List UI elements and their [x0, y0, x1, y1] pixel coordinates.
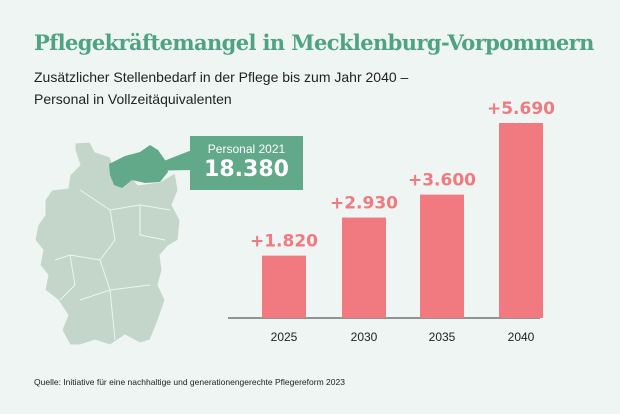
mecklenburg-vorpommern	[109, 145, 168, 188]
data-label: +3.600	[408, 171, 476, 191]
subtitle-line-2: Personal in Vollzeitäquivalenten	[34, 91, 232, 107]
callout-value: 18.380	[204, 157, 289, 182]
germany-map	[34, 141, 192, 346]
personal-2021-callout: Personal 2021 18.380	[190, 136, 303, 190]
data-label: +2.930	[330, 194, 398, 214]
bar-2030	[342, 217, 386, 318]
callout-pointer	[138, 150, 192, 171]
x-tick-label: 2040	[508, 330, 535, 344]
x-tick-label: 2030	[351, 330, 378, 344]
bar-2040	[499, 123, 543, 318]
callout-label: Personal 2021	[207, 142, 286, 156]
chart-subtitle: Zusätzlicher Stellenbedarf in der Pflege…	[34, 66, 408, 110]
bar-2035	[420, 194, 464, 318]
x-tick-label: 2035	[429, 330, 456, 344]
chart-title: Pflegekräftemangel in Mecklenburg-Vorpom…	[34, 30, 594, 55]
data-label: +5.690	[487, 99, 555, 119]
subtitle-line-1: Zusätzlicher Stellenbedarf in der Pflege…	[34, 69, 409, 85]
data-label: +1.820	[250, 232, 318, 252]
state-borders	[54, 189, 171, 341]
x-tick-label: 2025	[271, 330, 298, 344]
bar-2025	[262, 255, 306, 318]
source-note: Quelle: Initiative für eine nachhaltige …	[34, 377, 345, 387]
